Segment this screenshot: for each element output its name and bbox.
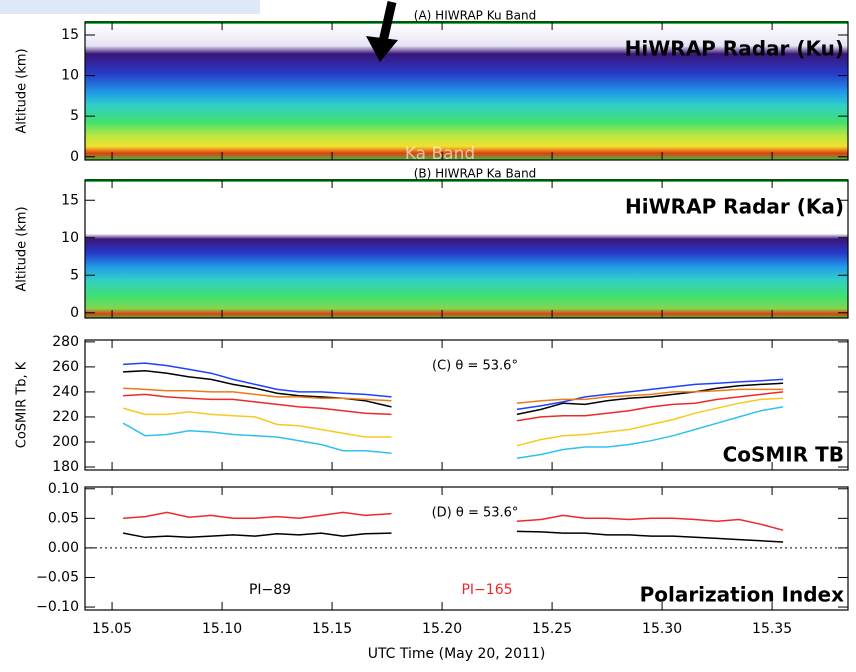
y-tick-label: 10: [61, 68, 79, 84]
panel-title: (B) HIWRAP Ka Band: [414, 167, 537, 181]
x-tick-label: 15.15: [312, 621, 352, 637]
radar-image: [85, 24, 848, 160]
plot-frame: [84, 179, 849, 319]
x-tick-label: 15.10: [202, 621, 242, 637]
x-tick-label: 15.20: [422, 621, 462, 637]
y-tick-label: 180: [52, 459, 79, 475]
y-tick-label: 280: [52, 334, 79, 350]
y-tick-label: 0.10: [48, 481, 79, 497]
header-strip: [0, 0, 260, 14]
y-tick-label: 0.00: [48, 540, 79, 556]
legend-label: PI−165: [461, 582, 512, 598]
y-tick-label: 5: [70, 108, 79, 124]
x-tick-label: 15.25: [532, 621, 572, 637]
panel-label: CoSMIR TB: [723, 443, 844, 467]
panel-title: (D) θ = 53.6°: [432, 506, 519, 521]
panel-title: (C) θ = 53.6°: [432, 359, 518, 374]
y-tick-label: 220: [52, 409, 79, 425]
plot-frame: [84, 486, 849, 611]
plot-frame: [84, 339, 849, 471]
y-tick-label: 240: [52, 384, 79, 400]
series-line: [123, 511, 784, 531]
ylabel: CoSMIR Tb, K: [15, 361, 30, 448]
panel-title: (A) HIWRAP Ku Band: [414, 9, 536, 23]
y-tick-label: −0.05: [36, 569, 79, 585]
y-tick-label: −0.10: [36, 599, 79, 615]
y-tick-label: 0: [70, 149, 79, 165]
panel-label: HiWRAP Radar (Ku): [625, 37, 844, 61]
y-tick-label: 0.05: [48, 510, 79, 526]
x-axis-label: UTC Time (May 20, 2011): [368, 646, 546, 662]
series-line: [122, 530, 784, 543]
arrow-head: [366, 36, 398, 62]
y-tick-label: 15: [61, 27, 79, 43]
annotation: Ka Band: [405, 144, 475, 164]
y-tick-label: 0: [70, 305, 79, 321]
panel-label: HiWRAP Radar (Ka): [625, 195, 844, 219]
y-tick-label: 15: [61, 192, 79, 208]
series-line: [123, 391, 784, 422]
series-line: [122, 397, 784, 447]
x-tick-label: 15.35: [752, 621, 792, 637]
panel-label: Polarization Index: [640, 583, 845, 607]
legend-label: PI−89: [249, 582, 291, 598]
y-tick-label: 5: [70, 267, 79, 283]
radar-image: [85, 182, 848, 318]
ylabel: Altitude (km): [15, 48, 30, 133]
x-tick-label: 15.05: [92, 621, 132, 637]
x-tick-label: 15.30: [642, 621, 682, 637]
y-tick-label: 10: [61, 230, 79, 246]
y-tick-label: 260: [52, 359, 79, 375]
series-line: [123, 387, 784, 404]
y-tick-label: 200: [52, 434, 79, 450]
plot-frame: [84, 21, 849, 161]
ylabel: Altitude (km): [15, 206, 30, 291]
series-line: [122, 406, 784, 459]
series-line: [123, 362, 784, 411]
